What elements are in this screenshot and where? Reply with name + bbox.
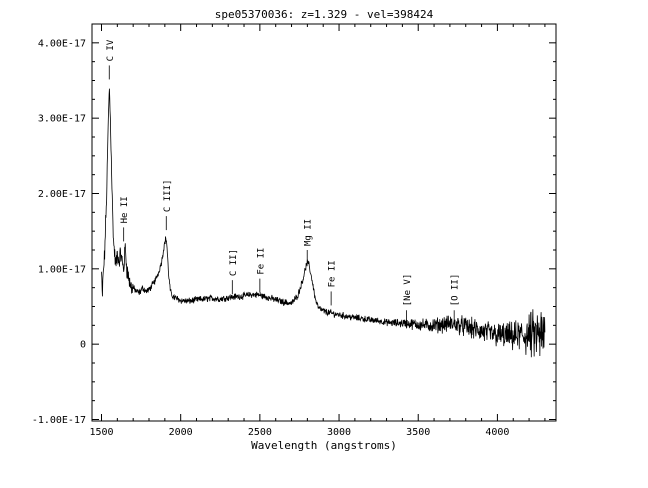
series-layer [101, 88, 546, 358]
line-annotation: Fe II [256, 248, 266, 293]
y-tick-label: 4.00E-17 [38, 38, 86, 49]
line-annotation: C II] [229, 249, 239, 295]
x-tick-label: 2500 [248, 427, 272, 438]
line-annotation: [O II] [451, 274, 461, 325]
x-axis-label: Wavelength (angstroms) [251, 439, 397, 452]
annotation-label: C III] [163, 180, 173, 213]
y-tick-label: 1.00E-17 [38, 264, 86, 275]
x-tick-label: 4000 [485, 427, 509, 438]
annotation-label: C IV [106, 39, 116, 61]
line-annotation: C III] [163, 180, 173, 231]
line-annotation: Fe II [328, 260, 338, 306]
y-tick-label: 0 [80, 340, 86, 351]
annotation-label: Fe II [256, 248, 266, 275]
x-tick-label: 3500 [406, 427, 430, 438]
spectrum-line [101, 88, 546, 358]
annotation-label: Mg II [304, 219, 314, 246]
annotation-layer: C IV He II C III] C II] Fe II Mg II Fe II [Ne V… [106, 39, 461, 325]
annotation-label: [O II] [451, 274, 461, 307]
y-axis: -1.00E-17 0 1.00E-17 2.00E-17 3.00E-17 4.00E-… [32, 38, 556, 426]
y-tick-label: 2.00E-17 [38, 189, 86, 200]
line-annotation: C IV [106, 39, 116, 80]
x-axis: 1500 2000 2500 3000 3500 4000 [89, 24, 546, 438]
plot-frame [91, 23, 557, 422]
x-tick-label: 3000 [327, 427, 351, 438]
annotation-label: C II] [229, 249, 239, 276]
line-annotation: [Ne V] [403, 274, 413, 325]
line-annotation: He II [120, 196, 130, 242]
x-tick-label: 1500 [89, 427, 113, 438]
x-tick-label: 2000 [169, 427, 193, 438]
y-tick-label: -1.00E-17 [32, 415, 86, 426]
chart-title: spe05370036: z=1.329 - vel=398424 [215, 8, 434, 21]
annotation-label: He II [120, 196, 130, 223]
annotation-label: Fe II [328, 260, 338, 287]
y-tick-label: 3.00E-17 [38, 114, 86, 125]
annotation-label: [Ne V] [403, 274, 413, 307]
line-annotation: Mg II [304, 219, 314, 264]
